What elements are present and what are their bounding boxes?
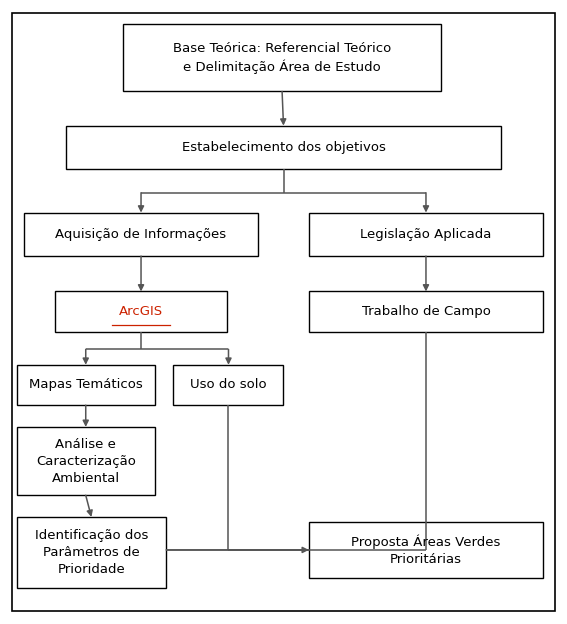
- Bar: [309, 291, 543, 332]
- Bar: [16, 517, 166, 588]
- Text: Uso do solo: Uso do solo: [190, 379, 267, 391]
- Text: Trabalho de Campo: Trabalho de Campo: [362, 305, 490, 318]
- Text: Proposta Áreas Verdes
Prioritárias: Proposta Áreas Verdes Prioritárias: [352, 534, 501, 566]
- Bar: [309, 522, 543, 578]
- Text: Legislação Aplicada: Legislação Aplicada: [360, 228, 492, 241]
- Bar: [16, 427, 155, 495]
- Bar: [66, 125, 501, 169]
- Bar: [24, 213, 258, 256]
- Bar: [174, 365, 284, 405]
- Text: Aquisição de Informações: Aquisição de Informações: [56, 228, 227, 241]
- Text: Base Teórica: Referencial Teórico
e Delimitação Área de Estudo: Base Teórica: Referencial Teórico e Deli…: [173, 42, 391, 74]
- Bar: [55, 291, 227, 332]
- Text: Estabelecimento dos objetivos: Estabelecimento dos objetivos: [181, 141, 386, 154]
- Bar: [16, 365, 155, 405]
- Text: ArcGIS: ArcGIS: [119, 305, 163, 318]
- Text: Identificação dos
Parâmetros de
Prioridade: Identificação dos Parâmetros de Priorida…: [35, 529, 148, 576]
- Text: Análise e
Caracterização
Ambiental: Análise e Caracterização Ambiental: [36, 437, 136, 485]
- Bar: [309, 213, 543, 256]
- Text: Mapas Temáticos: Mapas Temáticos: [29, 379, 143, 391]
- Bar: [122, 24, 442, 92]
